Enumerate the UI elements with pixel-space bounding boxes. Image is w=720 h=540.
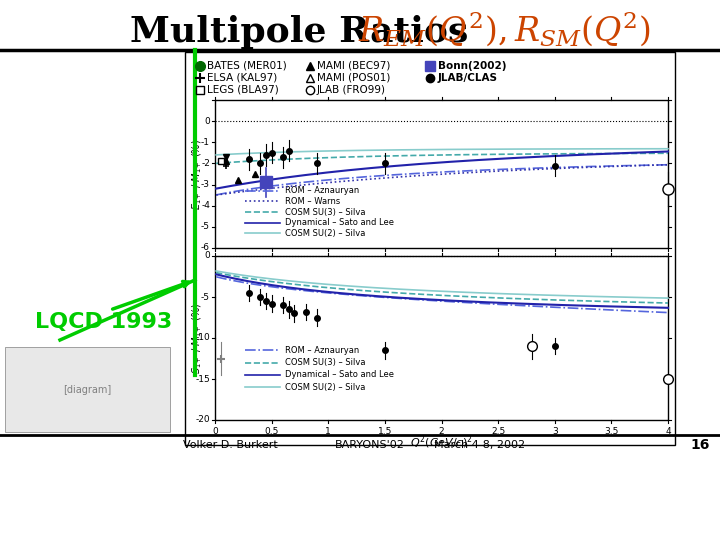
Text: 16: 16 — [690, 438, 710, 452]
Bar — [215, 100, 668, 248]
Text: BATES (MER01): BATES (MER01) — [207, 61, 287, 71]
Text: 0.5: 0.5 — [264, 428, 279, 436]
Text: -4: -4 — [201, 201, 210, 210]
Text: [diagram]: [diagram] — [63, 385, 111, 395]
Text: LQCD 1993: LQCD 1993 — [35, 312, 172, 332]
Text: JLAB (FRO99): JLAB (FRO99) — [317, 85, 386, 95]
Text: 1.5: 1.5 — [378, 428, 392, 436]
Text: ROM – Warns: ROM – Warns — [285, 197, 341, 206]
Text: LEGS (BLA97): LEGS (BLA97) — [207, 85, 279, 95]
Text: Bonn(2002): Bonn(2002) — [438, 61, 506, 71]
Text: ROM – Aznauryan: ROM – Aznauryan — [285, 186, 359, 195]
Text: MAMI (BEC97): MAMI (BEC97) — [317, 61, 390, 71]
Text: -2: -2 — [201, 159, 210, 168]
Text: 0: 0 — [212, 428, 218, 436]
Text: Dynamical – Sato and Lee: Dynamical – Sato and Lee — [285, 218, 394, 227]
Text: 2.5: 2.5 — [491, 428, 505, 436]
Text: Dynamical – Sato and Lee: Dynamical – Sato and Lee — [285, 370, 394, 380]
Text: $S_{1+}$ / $M_{1+}$ (%): $S_{1+}$ / $M_{1+}$ (%) — [190, 302, 204, 374]
Text: $R_{EM}(Q^2), R_{SM}(Q^2)$: $R_{EM}(Q^2), R_{SM}(Q^2)$ — [358, 10, 651, 49]
Text: -1: -1 — [201, 138, 210, 147]
Text: COSM SU(2) – Silva: COSM SU(2) – Silva — [285, 229, 365, 238]
Text: MAMI (POS01): MAMI (POS01) — [317, 73, 390, 83]
Text: -3: -3 — [201, 180, 210, 189]
Text: ELSA (KAL97): ELSA (KAL97) — [207, 73, 277, 83]
Text: 0: 0 — [204, 252, 210, 260]
Text: 4: 4 — [665, 428, 671, 436]
Text: COSM SU(3) – Silva: COSM SU(3) – Silva — [285, 358, 366, 367]
Text: Volker D. Burkert: Volker D. Burkert — [183, 440, 277, 450]
Text: 2: 2 — [438, 428, 444, 436]
Bar — [185, 52, 675, 445]
Text: -5: -5 — [201, 293, 210, 301]
Text: JLAB/CLAS: JLAB/CLAS — [438, 73, 498, 83]
Text: -6: -6 — [201, 244, 210, 253]
Text: Multipole Ratios: Multipole Ratios — [130, 15, 481, 49]
Text: $Q^2(GeV/c)^2$: $Q^2(GeV/c)^2$ — [410, 433, 473, 451]
Text: -10: -10 — [195, 334, 210, 342]
Text: 0: 0 — [204, 117, 210, 126]
Text: BARYONS'02: BARYONS'02 — [335, 440, 405, 450]
Bar — [5, 347, 170, 432]
Text: $E_{1+}$ / $M_{1+}$ (%): $E_{1+}$ / $M_{1+}$ (%) — [190, 138, 204, 210]
Text: 3: 3 — [552, 428, 557, 436]
Text: COSM SU(3) – Silva: COSM SU(3) – Silva — [285, 207, 366, 217]
Text: March 4-8, 2002: March 4-8, 2002 — [434, 440, 526, 450]
Text: -20: -20 — [195, 415, 210, 424]
Text: COSM SU(2) – Silva: COSM SU(2) – Silva — [285, 383, 365, 391]
Text: 1: 1 — [325, 428, 331, 436]
Text: -15: -15 — [195, 375, 210, 383]
Text: ROM – Aznauryan: ROM – Aznauryan — [285, 346, 359, 355]
Bar — [215, 256, 668, 420]
Text: -5: -5 — [201, 222, 210, 231]
Text: 3.5: 3.5 — [604, 428, 618, 436]
